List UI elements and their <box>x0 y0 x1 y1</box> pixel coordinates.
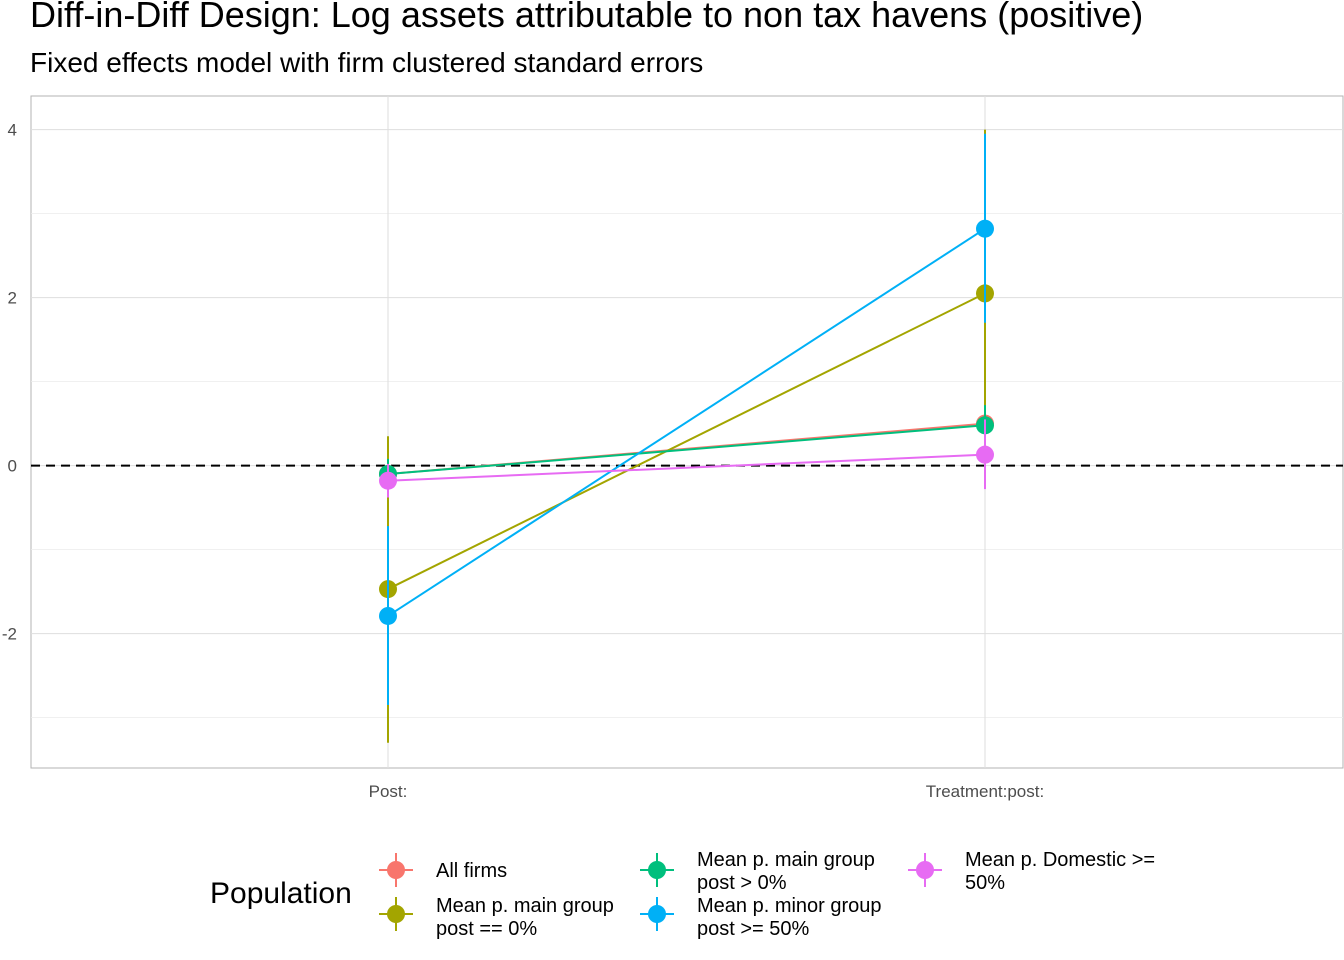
y-tick-label: -2 <box>2 625 17 644</box>
y-tick-label: 4 <box>8 121 17 140</box>
legend-label: Mean p. Domestic >= <box>965 849 1155 871</box>
legend-key-point <box>387 861 405 879</box>
legend-label: Mean p. main group <box>697 849 875 871</box>
series-4 <box>379 133 994 705</box>
legend-key-2 <box>379 897 413 931</box>
data-point <box>379 606 397 625</box>
series-line <box>387 292 986 590</box>
legend-key-4 <box>640 897 674 931</box>
legend-title: Population <box>210 877 352 910</box>
chart-title: Diff-in-Diff Design: Log assets attribut… <box>30 0 1144 35</box>
legend-label: 50% <box>965 872 1005 894</box>
legend-key-point <box>387 905 405 923</box>
legend-key-5 <box>908 853 942 887</box>
data-point <box>976 219 994 238</box>
legend-label: post == 0% <box>436 918 537 940</box>
legend-key-point <box>648 905 666 923</box>
series-2 <box>379 129 994 743</box>
panel-border <box>30 95 1344 769</box>
series-line <box>387 453 986 482</box>
y-tick-label: 2 <box>8 289 17 308</box>
chart-subtitle: Fixed effects model with firm clustered … <box>30 47 704 78</box>
y-tick-label: 0 <box>8 457 17 476</box>
legend-label: post >= 50% <box>697 918 810 940</box>
series-5 <box>379 419 994 498</box>
legend-key-1 <box>379 853 413 887</box>
legend-key-point <box>648 861 666 879</box>
legend-label: post > 0% <box>697 872 787 894</box>
legend-label: All firms <box>436 860 507 882</box>
x-tick-label: Treatment:post: <box>926 782 1044 801</box>
legend-key-3 <box>640 853 674 887</box>
series-line <box>387 424 986 475</box>
data-point <box>379 471 397 490</box>
plot-panel: -2 0 2 4 Post: Treatment:post: <box>2 95 1344 801</box>
legend-key-point <box>916 861 934 879</box>
series-line <box>387 227 986 617</box>
x-tick-label: Post: <box>369 782 408 801</box>
data-point <box>976 445 994 464</box>
legend-label: Mean p. main group <box>436 895 614 917</box>
legend-label: Mean p. minor group <box>697 895 882 917</box>
